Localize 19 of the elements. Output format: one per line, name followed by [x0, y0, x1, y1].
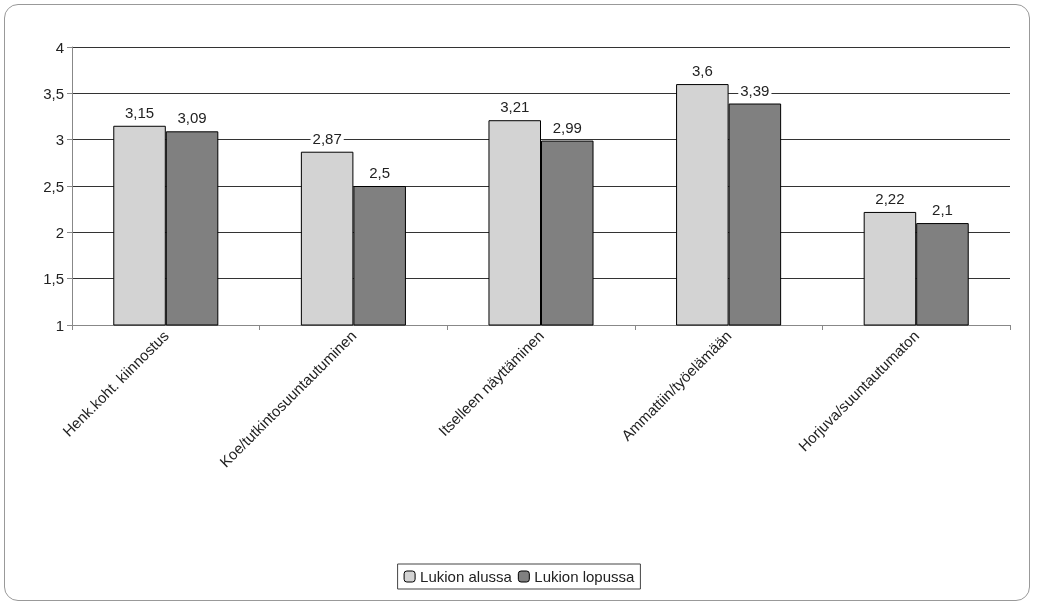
data-label: 3,6 [691, 62, 713, 80]
legend-label: Lukion alussa [420, 568, 513, 585]
y-tick-label: 3,5 [43, 84, 64, 102]
data-label: 2,1 [932, 201, 953, 219]
y-tick-label: 2 [55, 223, 64, 241]
y-tick-label: 2,5 [43, 177, 64, 195]
data-label: 2,99 [552, 118, 582, 136]
data-label: 3,39 [740, 81, 770, 99]
data-label: 2,5 [369, 164, 391, 181]
data-label: 2,22 [875, 189, 905, 207]
y-tick-label: 4 [55, 38, 64, 56]
y-tick-label: 3 [55, 131, 64, 149]
y-tick-label: 1 [55, 316, 64, 334]
data-label: 2,87 [312, 129, 342, 147]
legend-label: Lukion lopussa [534, 568, 636, 585]
y-tick-label: 1,5 [43, 270, 64, 288]
data-label: 3,15 [124, 103, 155, 121]
data-label: 3,09 [177, 109, 207, 127]
data-label: 3,21 [500, 98, 530, 116]
